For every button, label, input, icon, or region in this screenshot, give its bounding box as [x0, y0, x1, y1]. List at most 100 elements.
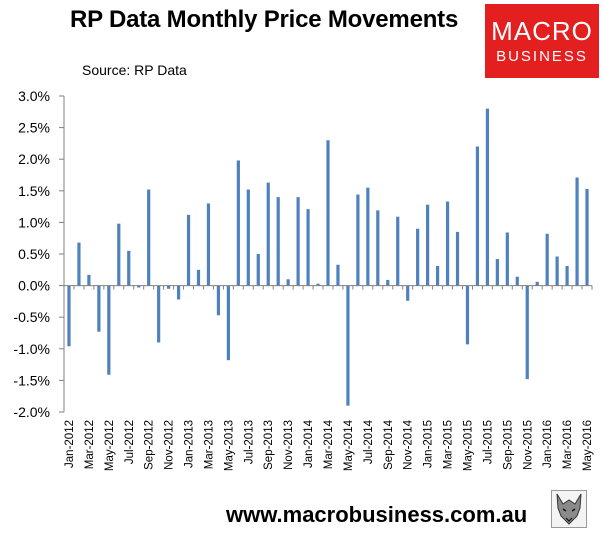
x-tick-label: Nov-2015: [522, 420, 534, 470]
bar-jul-2013: [246, 189, 250, 286]
logo-line2: BUSINESS: [496, 48, 588, 65]
bar-jun-2015: [475, 146, 480, 286]
y-tick-label: -2.0%: [13, 404, 50, 420]
bar-jan-2015: [426, 204, 430, 286]
bar-oct-2015: [515, 276, 519, 286]
x-tick-label: Mar-2013: [203, 420, 215, 469]
x-tick-label: Jul-2012: [124, 420, 136, 464]
bar-may-2013: [226, 285, 230, 361]
bar-nov-2013: [286, 279, 290, 286]
bar-may-2012: [107, 285, 111, 375]
bar-mar-2016: [565, 266, 569, 286]
x-tick-label: May-2012: [104, 420, 116, 471]
bar-nov-2012: [167, 285, 171, 289]
bar-sep-2013: [266, 182, 270, 286]
bar-oct-2012: [157, 285, 161, 343]
bar-mar-2015: [445, 201, 450, 286]
x-tick-label: Nov-2013: [283, 420, 295, 470]
bar-apr-2013: [216, 285, 221, 316]
x-tick-label: Sep-2013: [263, 420, 275, 470]
x-tick-label: Mar-2012: [84, 420, 96, 469]
bar-apr-2012: [97, 285, 101, 332]
bar-jun-2014: [356, 194, 360, 286]
x-tick-label: Jul-2015: [482, 420, 494, 464]
bar-dec-2014: [416, 228, 420, 286]
bar-jan-2013: [186, 214, 191, 286]
bar-oct-2013: [276, 197, 280, 286]
bar-nov-2014: [406, 285, 410, 301]
bar-jun-2012: [117, 223, 121, 286]
bar-feb-2015: [435, 266, 440, 286]
x-tick-label: Sep-2015: [502, 420, 514, 470]
x-tick-label: Nov-2014: [403, 419, 415, 469]
bar-may-2016: [585, 188, 589, 286]
x-tick-label: May-2016: [582, 420, 594, 471]
bar-feb-2016: [555, 256, 559, 286]
bar-apr-2015: [455, 231, 460, 286]
bar-jun-2013: [236, 160, 240, 286]
y-tick-label: 1.5%: [18, 183, 50, 199]
bar-may-2014: [346, 285, 350, 406]
bar-apr-2014: [336, 264, 340, 286]
x-tick-label: Jan-2014: [303, 419, 315, 468]
chart-title: RP Data Monthly Price Movements: [70, 6, 459, 33]
bar-series: [67, 108, 589, 406]
y-tick-label: 1.0%: [18, 214, 50, 230]
y-tick-label: -1.0%: [13, 341, 50, 357]
x-tick-label: Jan-2015: [423, 420, 435, 468]
logo-line1: MACRO: [491, 16, 593, 46]
bar-jul-2015: [485, 108, 489, 286]
bar-mar-2012: [87, 274, 91, 286]
y-tick-label: -0.5%: [13, 309, 50, 325]
bar-feb-2012: [77, 242, 81, 286]
x-tick-label: Nov-2012: [164, 420, 176, 470]
x-tick-label: Jan-2013: [184, 420, 196, 468]
y-tick-label: 2.0%: [18, 151, 50, 167]
bar-may-2015: [465, 285, 470, 345]
x-tick-label: Jan-2012: [64, 420, 76, 468]
x-tick-label: Jan-2016: [542, 420, 554, 468]
bar-sep-2012: [147, 189, 151, 286]
x-tick-label: Jul-2013: [243, 420, 255, 464]
y-tick-label: 0.5%: [18, 246, 50, 262]
x-tick-label: Mar-2014: [323, 419, 335, 469]
bar-dec-2012: [176, 285, 181, 300]
y-tick-label: 3.0%: [18, 88, 50, 104]
footer-url[interactable]: www.macrobusiness.com.au: [226, 502, 528, 527]
bar-nov-2015: [525, 285, 529, 380]
wolf-logo-icon: [551, 490, 587, 528]
bar-oct-2014: [396, 216, 400, 286]
bar-aug-2013: [256, 254, 260, 286]
chart-source: Source: RP Data: [82, 62, 187, 78]
y-tick-label: -1.5%: [13, 372, 50, 388]
bar-aug-2015: [495, 259, 499, 286]
bar-aug-2014: [376, 210, 380, 286]
bar-feb-2014: [316, 283, 320, 286]
x-tick-label: Sep-2012: [144, 420, 156, 470]
bar-apr-2016: [575, 177, 579, 286]
x-tick-label: May-2014: [343, 419, 355, 471]
bar-jul-2012: [127, 250, 131, 286]
x-tick-label: May-2013: [223, 420, 235, 471]
macrobusiness-logo: MACRO BUSINESS: [485, 4, 599, 78]
y-tick-label: 2.5%: [18, 120, 50, 136]
bar-dec-2013: [296, 197, 300, 286]
y-axis: 3.0% 2.5% 2.0% 1.5% 1.0% 0.5% 0.0% -0.5% -1.0% -1…: [13, 88, 65, 420]
bar-mar-2014: [326, 140, 330, 286]
x-axis: Jan-2012 Mar-2012 May-2012 Jul-2012 Sep-2012…: [63, 285, 594, 471]
x-tick-label: May-2015: [462, 420, 474, 471]
x-tick-label: Sep-2014: [383, 419, 395, 469]
y-tick-label: 0.0%: [18, 278, 50, 294]
x-tick-label: Jul-2014: [363, 419, 375, 464]
bar-aug-2012: [137, 285, 141, 288]
bar-jan-2016: [545, 233, 549, 286]
bar-jul-2014: [366, 187, 370, 286]
bar-feb-2013: [196, 269, 201, 286]
bar-sep-2015: [505, 232, 509, 286]
bar-mar-2013: [206, 203, 211, 286]
bar-dec-2015: [535, 281, 539, 286]
bar-jan-2012: [67, 285, 71, 347]
bar-jan-2014: [306, 209, 310, 286]
x-tick-label: Mar-2015: [443, 420, 455, 469]
